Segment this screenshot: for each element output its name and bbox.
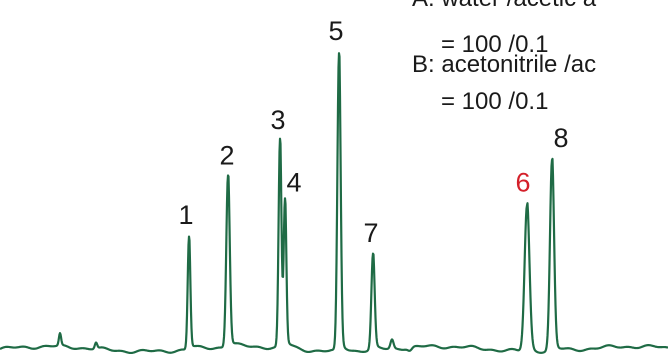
chromatogram-trace <box>0 52 668 355</box>
peak-label-4: 4 <box>286 167 301 197</box>
peak-label-layer: 12 3 4 5 7 68 <box>178 16 568 248</box>
peak-label-7: 7 <box>363 218 378 248</box>
peak-label-3: 3 <box>270 105 285 135</box>
peak-label-6: 6 <box>515 167 530 197</box>
mobile-phase-annotation: A: water /acetic a = 100 /0.1 B: acetoni… <box>412 0 597 115</box>
peak-label-5: 5 <box>328 16 343 46</box>
peak-label-1: 1 <box>178 200 193 230</box>
annotation-line-4: = 100 /0.1 <box>441 88 548 115</box>
annotation-line-3: B: acetonitrile /ac <box>412 51 596 78</box>
peak-label-2: 2 <box>219 141 234 171</box>
peak-label-8: 8 <box>553 123 568 153</box>
annotation-line-2: = 100 /0.1 <box>441 31 548 58</box>
plot-layer <box>0 52 668 355</box>
annotation-line-1: A: water /acetic a <box>412 0 597 12</box>
